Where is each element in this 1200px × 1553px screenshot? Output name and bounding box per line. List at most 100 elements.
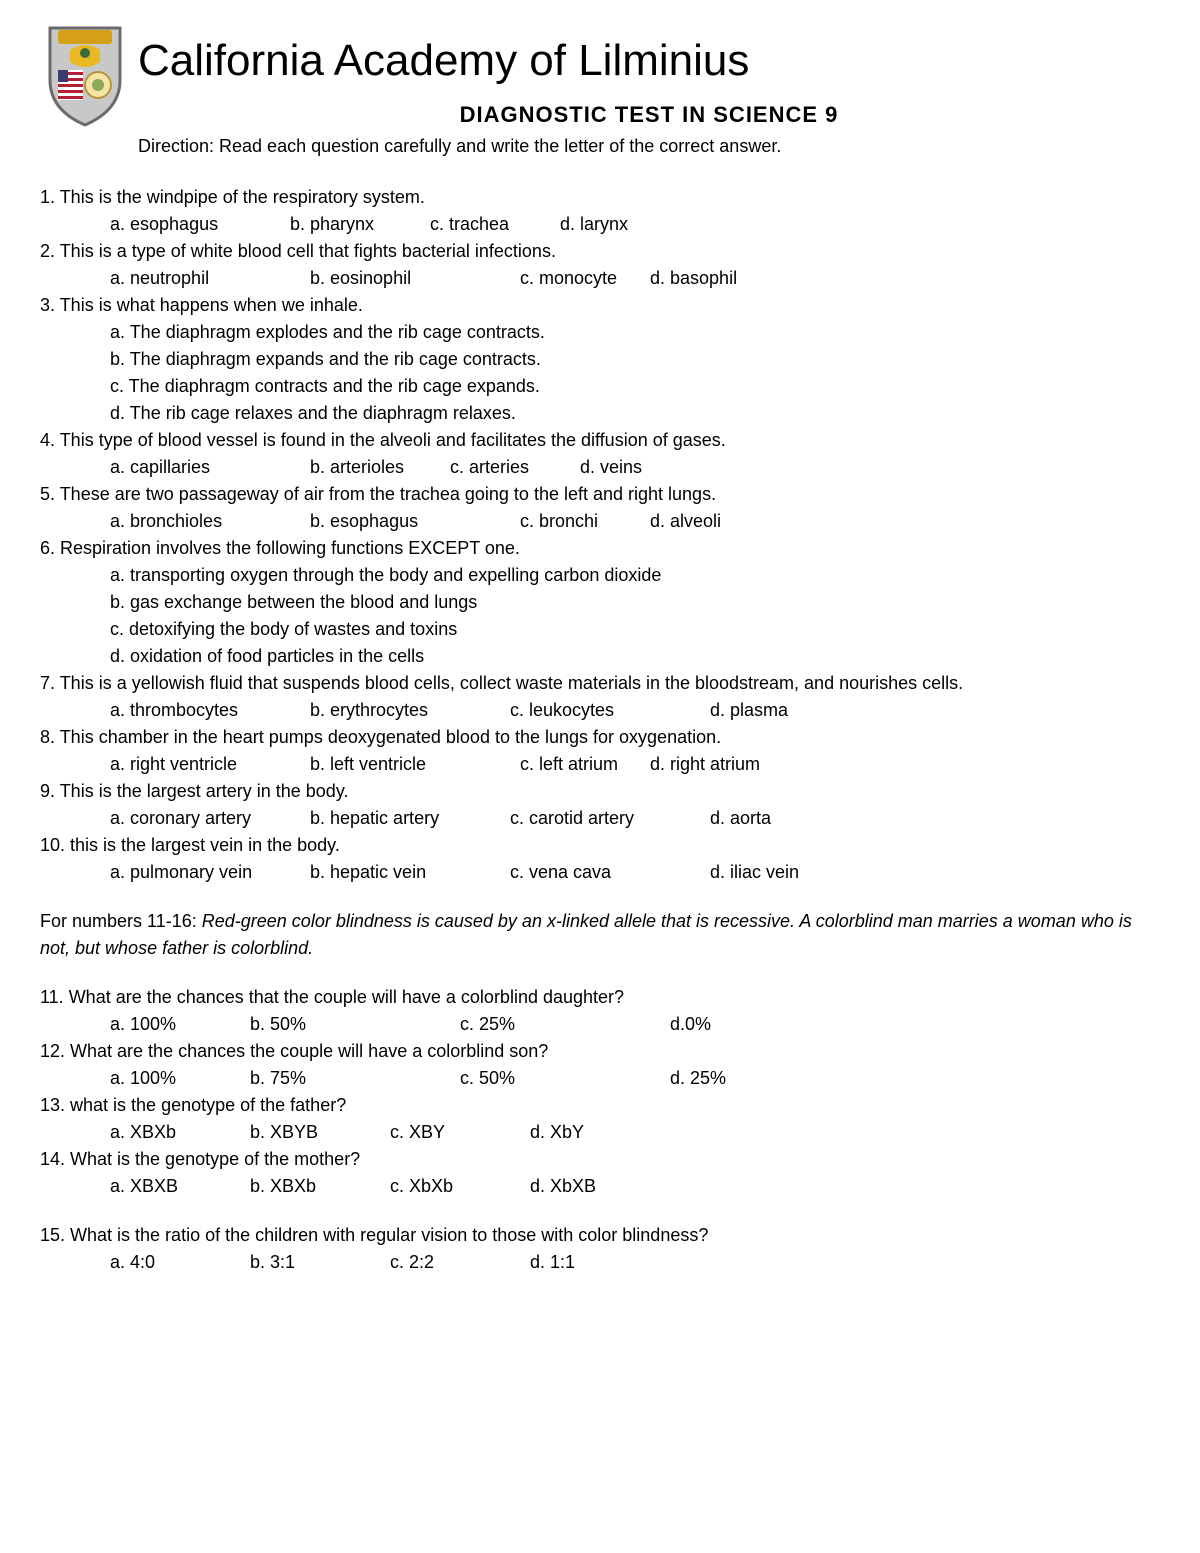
question-text: 1. This is the windpipe of the respirato… (40, 184, 1160, 211)
choices-row: a. thrombocytesb. erythrocytesc. leukocy… (40, 697, 1160, 724)
choice: a. The diaphragm explodes and the rib ca… (110, 319, 1160, 346)
scenario-prefix: For numbers 11-16: (40, 911, 202, 931)
choice: c. XBY (390, 1119, 530, 1146)
choice: d. XbY (530, 1119, 660, 1146)
choices-row: a. esophagusb. pharynxc. trachead. laryn… (40, 211, 1160, 238)
choice: b. 75% (250, 1065, 460, 1092)
choice: a. capillaries (110, 454, 310, 481)
choice: a. 100% (110, 1065, 250, 1092)
question-text: 14. What is the genotype of the mother? (40, 1146, 1160, 1173)
choice: b. 3:1 (250, 1249, 390, 1276)
choice: b. gas exchange between the blood and lu… (110, 589, 1160, 616)
choice: d. basophil (650, 265, 780, 292)
test-title: DIAGNOSTIC TEST IN SCIENCE 9 (138, 98, 1160, 131)
question: 11. What are the chances that the couple… (40, 984, 1160, 1038)
choice: a. right ventricle (110, 751, 310, 778)
choices-row: a. 100%b. 75%c. 50%d. 25% (40, 1065, 1160, 1092)
choice: d. iliac vein (710, 859, 840, 886)
choice: d. larynx (560, 211, 690, 238)
choice: a. 4:0 (110, 1249, 250, 1276)
scenario-text: For numbers 11-16: Red-green color blind… (40, 908, 1160, 962)
school-name: California Academy of Lilminius (138, 28, 1160, 94)
choice: b. esophagus (310, 508, 520, 535)
choice: d. right atrium (650, 751, 800, 778)
choices-block: a. The diaphragm explodes and the rib ca… (40, 319, 1160, 427)
choice: a. XBXb (110, 1119, 250, 1146)
question-text: 10. this is the largest vein in the body… (40, 832, 1160, 859)
question-text: 3. This is what happens when we inhale. (40, 292, 1160, 319)
choice: b. arterioles (310, 454, 450, 481)
question-text: 8. This chamber in the heart pumps deoxy… (40, 724, 1160, 751)
choice: d. aorta (710, 805, 840, 832)
school-logo (40, 20, 130, 130)
choice: a. pulmonary vein (110, 859, 310, 886)
page-header: California Academy of Lilminius DIAGNOST… (40, 20, 1160, 160)
question: 3. This is what happens when we inhale.a… (40, 292, 1160, 427)
question: 12. What are the chances the couple will… (40, 1038, 1160, 1092)
question-text: 15. What is the ratio of the children wi… (40, 1222, 1160, 1249)
choice: c. 25% (460, 1011, 670, 1038)
choice: d. XbXB (530, 1173, 660, 1200)
choices-row: a. XBXBb. XBXbc. XbXbd. XbXB (40, 1173, 1160, 1200)
question: 7. This is a yellowish fluid that suspen… (40, 670, 1160, 724)
question: 14. What is the genotype of the mother?a… (40, 1146, 1160, 1200)
choice: c. The diaphragm contracts and the rib c… (110, 373, 1160, 400)
question: 6. Respiration involves the following fu… (40, 535, 1160, 670)
scenario-body: Red-green color blindness is caused by a… (40, 911, 1132, 958)
choice: c. carotid artery (510, 805, 710, 832)
choice: c. trachea (430, 211, 560, 238)
choice: b. The diaphragm expands and the rib cag… (110, 346, 1160, 373)
choice: a. coronary artery (110, 805, 310, 832)
choice: c. arteries (450, 454, 580, 481)
question-text: 5. These are two passageway of air from … (40, 481, 1160, 508)
question: 10. this is the largest vein in the body… (40, 832, 1160, 886)
choice: d. alveoli (650, 508, 780, 535)
question: 2. This is a type of white blood cell th… (40, 238, 1160, 292)
choices-row: a. coronary arteryb. hepatic arteryc. ca… (40, 805, 1160, 832)
question: 5. These are two passageway of air from … (40, 481, 1160, 535)
choice: c. bronchi (520, 508, 650, 535)
choices-row: a. 4:0b. 3:1c. 2:2d. 1:1 (40, 1249, 1160, 1276)
question-text: 13. what is the genotype of the father? (40, 1092, 1160, 1119)
choice: c. vena cava (510, 859, 710, 886)
question: 13. what is the genotype of the father?a… (40, 1092, 1160, 1146)
choices-row: a. XBXbb. XBYBc. XBYd. XbY (40, 1119, 1160, 1146)
choices-row: a. bronchiolesb. esophagusc. bronchid. a… (40, 508, 1160, 535)
question: 8. This chamber in the heart pumps deoxy… (40, 724, 1160, 778)
question-text: 12. What are the chances the couple will… (40, 1038, 1160, 1065)
question: 9. This is the largest artery in the bod… (40, 778, 1160, 832)
choice: c. detoxifying the body of wastes and to… (110, 616, 1160, 643)
choice: d. The rib cage relaxes and the diaphrag… (110, 400, 1160, 427)
choice: a. esophagus (110, 211, 290, 238)
choice: b. hepatic vein (310, 859, 510, 886)
header-text: California Academy of Lilminius DIAGNOST… (138, 20, 1160, 160)
question: 1. This is the windpipe of the respirato… (40, 184, 1160, 238)
question-text: 4. This type of blood vessel is found in… (40, 427, 1160, 454)
choices-block: a. transporting oxygen through the body … (40, 562, 1160, 670)
question-text: 6. Respiration involves the following fu… (40, 535, 1160, 562)
question-text: 7. This is a yellowish fluid that suspen… (40, 670, 1160, 697)
choices-row: a. neutrophilb. eosinophilc. monocyted. … (40, 265, 1160, 292)
choice: a. neutrophil (110, 265, 310, 292)
choice: c. leukocytes (510, 697, 710, 724)
choice: a. 100% (110, 1011, 250, 1038)
question-text: 2. This is a type of white blood cell th… (40, 238, 1160, 265)
choice: b. eosinophil (310, 265, 520, 292)
shield-icon (40, 20, 130, 130)
choice: a. thrombocytes (110, 697, 310, 724)
choice: c. XbXb (390, 1173, 530, 1200)
choice: d.0% (670, 1011, 800, 1038)
choice: b. XBYB (250, 1119, 390, 1146)
choice: a. XBXB (110, 1173, 250, 1200)
choice: d. 25% (670, 1065, 800, 1092)
choice: c. 50% (460, 1065, 670, 1092)
choice: a. bronchioles (110, 508, 310, 535)
choice: b. 50% (250, 1011, 460, 1038)
choice: b. erythrocytes (310, 697, 510, 724)
choice: d. 1:1 (530, 1249, 660, 1276)
choice: c. left atrium (520, 751, 650, 778)
choice: d. oxidation of food particles in the ce… (110, 643, 1160, 670)
choices-row: a. capillariesb. arteriolesc. arteriesd.… (40, 454, 1160, 481)
choices-row: a. pulmonary veinb. hepatic veinc. vena … (40, 859, 1160, 886)
choice: b. XBXb (250, 1173, 390, 1200)
